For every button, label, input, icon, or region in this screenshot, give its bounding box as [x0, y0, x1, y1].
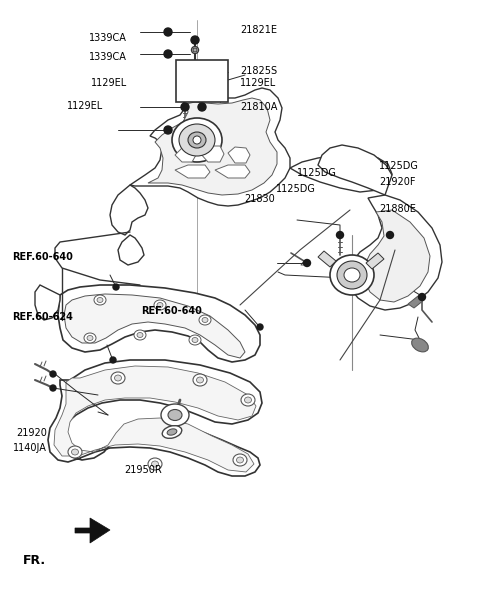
Text: 1140JA: 1140JA	[13, 443, 47, 452]
Ellipse shape	[344, 268, 360, 282]
Polygon shape	[175, 148, 196, 162]
Text: 1339CA: 1339CA	[89, 52, 127, 62]
Text: 21880E: 21880E	[379, 205, 416, 214]
Polygon shape	[54, 366, 256, 472]
Ellipse shape	[237, 457, 243, 463]
Polygon shape	[175, 165, 210, 178]
Ellipse shape	[189, 335, 201, 345]
Ellipse shape	[202, 317, 208, 323]
Circle shape	[164, 28, 172, 36]
Ellipse shape	[244, 397, 252, 403]
Ellipse shape	[84, 333, 96, 343]
Text: 21920: 21920	[16, 428, 47, 438]
Text: 1125DG: 1125DG	[379, 161, 419, 171]
Circle shape	[181, 103, 189, 111]
Ellipse shape	[68, 446, 82, 458]
Ellipse shape	[193, 136, 201, 144]
Ellipse shape	[233, 454, 247, 466]
Ellipse shape	[412, 338, 428, 352]
Ellipse shape	[152, 461, 158, 467]
Polygon shape	[290, 155, 392, 192]
Circle shape	[50, 371, 56, 377]
Ellipse shape	[337, 261, 367, 289]
Polygon shape	[58, 285, 260, 362]
Polygon shape	[148, 98, 277, 195]
Ellipse shape	[192, 46, 199, 53]
Circle shape	[336, 231, 344, 238]
Ellipse shape	[196, 377, 204, 383]
Text: 1339CA: 1339CA	[89, 33, 127, 43]
Text: FR.: FR.	[23, 554, 46, 567]
Ellipse shape	[192, 337, 198, 343]
Circle shape	[50, 385, 56, 391]
Circle shape	[164, 50, 172, 58]
Text: 1129EL: 1129EL	[67, 101, 103, 110]
Ellipse shape	[193, 374, 207, 386]
Circle shape	[386, 231, 394, 238]
Polygon shape	[408, 296, 424, 308]
Ellipse shape	[172, 118, 222, 162]
Ellipse shape	[115, 375, 121, 381]
Text: 1129EL: 1129EL	[91, 78, 127, 88]
Polygon shape	[64, 294, 245, 358]
Polygon shape	[110, 185, 148, 235]
Polygon shape	[215, 165, 250, 178]
Circle shape	[164, 126, 172, 134]
Ellipse shape	[199, 315, 211, 325]
Ellipse shape	[111, 372, 125, 384]
Polygon shape	[364, 210, 430, 302]
Text: 1125DG: 1125DG	[297, 168, 336, 178]
Text: REF.60-640: REF.60-640	[142, 306, 203, 315]
Ellipse shape	[161, 404, 189, 426]
Ellipse shape	[154, 300, 166, 310]
Text: REF.60-624: REF.60-624	[12, 312, 73, 321]
Polygon shape	[228, 147, 250, 163]
Ellipse shape	[167, 429, 177, 435]
Polygon shape	[318, 145, 392, 195]
Ellipse shape	[162, 426, 182, 438]
Circle shape	[303, 260, 311, 266]
Polygon shape	[118, 235, 144, 265]
Text: 21821E: 21821E	[240, 25, 277, 34]
Ellipse shape	[137, 333, 143, 337]
Polygon shape	[35, 285, 60, 320]
Text: 21825S: 21825S	[240, 66, 277, 76]
Ellipse shape	[330, 255, 374, 295]
Ellipse shape	[188, 132, 206, 148]
Circle shape	[110, 357, 116, 363]
Ellipse shape	[157, 302, 163, 308]
Polygon shape	[200, 146, 224, 162]
Ellipse shape	[94, 295, 106, 305]
Circle shape	[257, 324, 263, 330]
Text: 21950R: 21950R	[124, 466, 162, 475]
Polygon shape	[318, 251, 336, 267]
Text: REF.60-640: REF.60-640	[12, 253, 73, 262]
Ellipse shape	[193, 48, 197, 52]
Text: 21920F: 21920F	[379, 177, 416, 187]
Ellipse shape	[148, 458, 162, 470]
Text: 1129EL: 1129EL	[240, 78, 276, 88]
Circle shape	[191, 36, 199, 44]
Polygon shape	[48, 360, 262, 476]
Ellipse shape	[241, 394, 255, 406]
Text: 1125DG: 1125DG	[276, 184, 316, 193]
Ellipse shape	[179, 124, 215, 156]
Polygon shape	[75, 518, 110, 543]
Circle shape	[113, 284, 119, 290]
Text: 21830: 21830	[244, 194, 275, 203]
Ellipse shape	[168, 410, 182, 420]
Ellipse shape	[134, 330, 146, 340]
Polygon shape	[176, 60, 228, 102]
Polygon shape	[348, 195, 442, 310]
Ellipse shape	[72, 449, 79, 455]
Polygon shape	[130, 85, 290, 206]
Circle shape	[198, 103, 206, 111]
Ellipse shape	[87, 336, 93, 340]
Text: 21810A: 21810A	[240, 102, 277, 111]
Circle shape	[419, 294, 425, 301]
Polygon shape	[366, 253, 384, 269]
Ellipse shape	[97, 298, 103, 302]
